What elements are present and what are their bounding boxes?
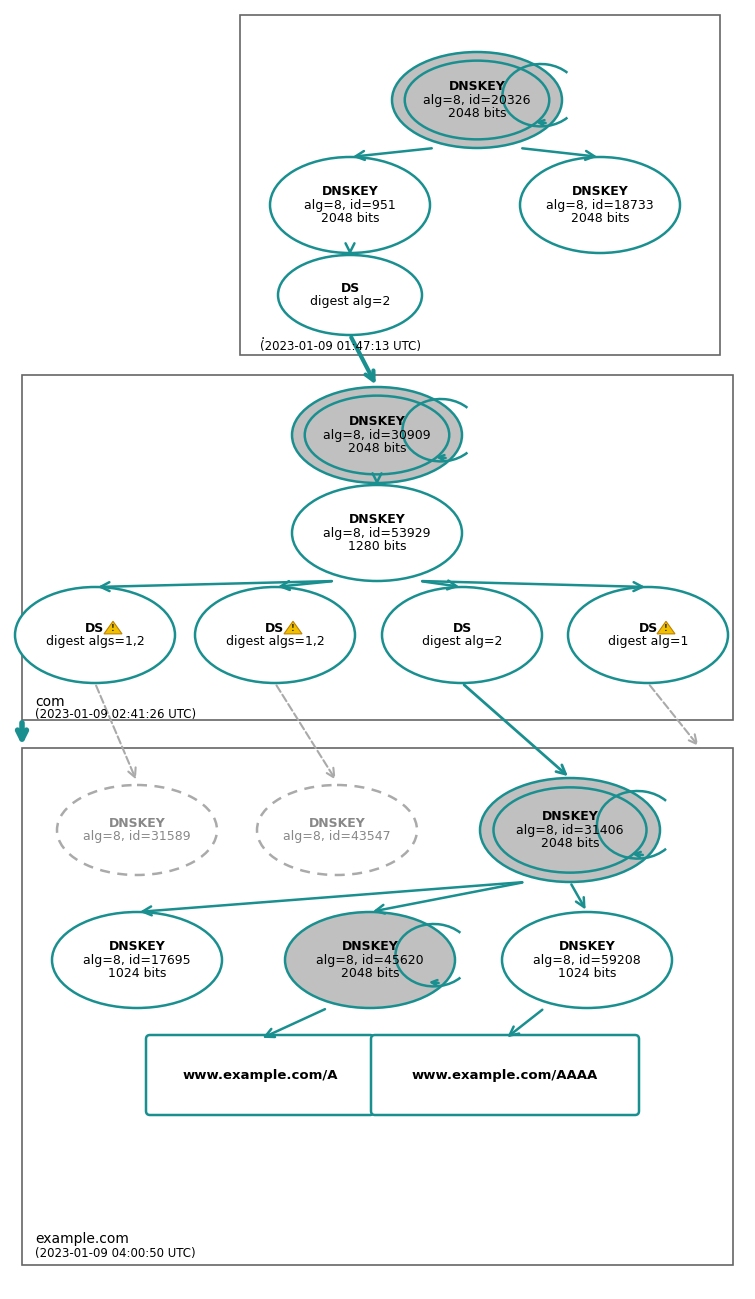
Text: digest alg=2: digest alg=2 — [310, 295, 390, 308]
Ellipse shape — [15, 587, 175, 683]
Text: digest alg=2: digest alg=2 — [422, 635, 502, 648]
Text: 2048 bits: 2048 bits — [448, 107, 507, 120]
Text: !: ! — [664, 624, 668, 633]
Text: !: ! — [291, 624, 295, 633]
Text: (2023-01-09 02:41:26 UTC): (2023-01-09 02:41:26 UTC) — [35, 708, 196, 721]
Text: com: com — [35, 695, 65, 709]
Polygon shape — [657, 621, 675, 634]
Text: alg=8, id=30909: alg=8, id=30909 — [323, 429, 431, 442]
Text: 2048 bits: 2048 bits — [348, 442, 406, 455]
Ellipse shape — [502, 912, 672, 1008]
Text: .: . — [260, 329, 264, 342]
Bar — [22, 748, 733, 1265]
Text: alg=8, id=59208: alg=8, id=59208 — [533, 953, 641, 966]
Text: DS: DS — [341, 282, 359, 295]
Text: DNSKEY: DNSKEY — [109, 817, 165, 830]
Text: 2048 bits: 2048 bits — [341, 966, 399, 979]
FancyBboxPatch shape — [371, 1035, 639, 1115]
Text: DNSKEY: DNSKEY — [349, 416, 405, 429]
Text: 2048 bits: 2048 bits — [321, 212, 379, 225]
Text: example.com: example.com — [35, 1231, 129, 1246]
Text: www.example.com/AAAA: www.example.com/AAAA — [412, 1069, 598, 1082]
Text: (2023-01-09 04:00:50 UTC): (2023-01-09 04:00:50 UTC) — [35, 1247, 196, 1260]
Text: DS: DS — [85, 622, 105, 635]
Polygon shape — [284, 621, 302, 634]
Text: DNSKEY: DNSKEY — [109, 940, 165, 953]
Text: DNSKEY: DNSKEY — [341, 940, 399, 953]
Text: !: ! — [111, 624, 115, 633]
Ellipse shape — [520, 157, 680, 253]
Text: DNSKEY: DNSKEY — [322, 186, 378, 199]
Text: DNSKEY: DNSKEY — [448, 81, 505, 94]
Ellipse shape — [195, 587, 355, 683]
Text: alg=8, id=18733: alg=8, id=18733 — [546, 199, 654, 212]
Ellipse shape — [270, 157, 430, 253]
Ellipse shape — [57, 785, 217, 876]
Text: 2048 bits: 2048 bits — [571, 212, 629, 225]
Text: DNSKEY: DNSKEY — [309, 817, 365, 830]
Text: digest alg=1: digest alg=1 — [608, 635, 689, 648]
Polygon shape — [104, 621, 122, 634]
Bar — [22, 375, 733, 720]
FancyBboxPatch shape — [146, 1035, 374, 1115]
Ellipse shape — [52, 912, 222, 1008]
Text: 2048 bits: 2048 bits — [541, 837, 599, 850]
Ellipse shape — [292, 387, 462, 483]
Ellipse shape — [392, 52, 562, 148]
Text: alg=8, id=20326: alg=8, id=20326 — [424, 94, 531, 107]
Ellipse shape — [292, 485, 462, 581]
Text: alg=8, id=31406: alg=8, id=31406 — [516, 824, 624, 837]
Text: 1280 bits: 1280 bits — [348, 539, 406, 552]
Bar — [240, 16, 720, 355]
Text: alg=8, id=17695: alg=8, id=17695 — [83, 953, 191, 966]
Ellipse shape — [480, 778, 660, 882]
Text: digest algs=1,2: digest algs=1,2 — [226, 635, 325, 648]
Text: alg=8, id=951: alg=8, id=951 — [304, 199, 396, 212]
Text: 1024 bits: 1024 bits — [108, 966, 166, 979]
Text: alg=8, id=53929: alg=8, id=53929 — [323, 526, 431, 539]
Ellipse shape — [285, 912, 455, 1008]
Text: alg=8, id=31589: alg=8, id=31589 — [83, 830, 191, 843]
Text: DNSKEY: DNSKEY — [572, 186, 628, 199]
Ellipse shape — [278, 255, 422, 335]
Text: DNSKEY: DNSKEY — [559, 940, 615, 953]
Text: DS: DS — [452, 622, 472, 635]
Text: alg=8, id=43547: alg=8, id=43547 — [283, 830, 391, 843]
Ellipse shape — [257, 785, 417, 876]
Text: 1024 bits: 1024 bits — [558, 966, 616, 979]
Text: DS: DS — [639, 622, 658, 635]
Text: DNSKEY: DNSKEY — [541, 811, 599, 824]
Text: alg=8, id=45620: alg=8, id=45620 — [316, 953, 424, 966]
Text: digest algs=1,2: digest algs=1,2 — [45, 635, 144, 648]
Text: (2023-01-09 01:47:13 UTC): (2023-01-09 01:47:13 UTC) — [260, 340, 421, 353]
Text: DNSKEY: DNSKEY — [349, 513, 405, 526]
Ellipse shape — [568, 587, 728, 683]
Ellipse shape — [382, 587, 542, 683]
Text: DS: DS — [265, 622, 285, 635]
Text: www.example.com/A: www.example.com/A — [182, 1069, 337, 1082]
